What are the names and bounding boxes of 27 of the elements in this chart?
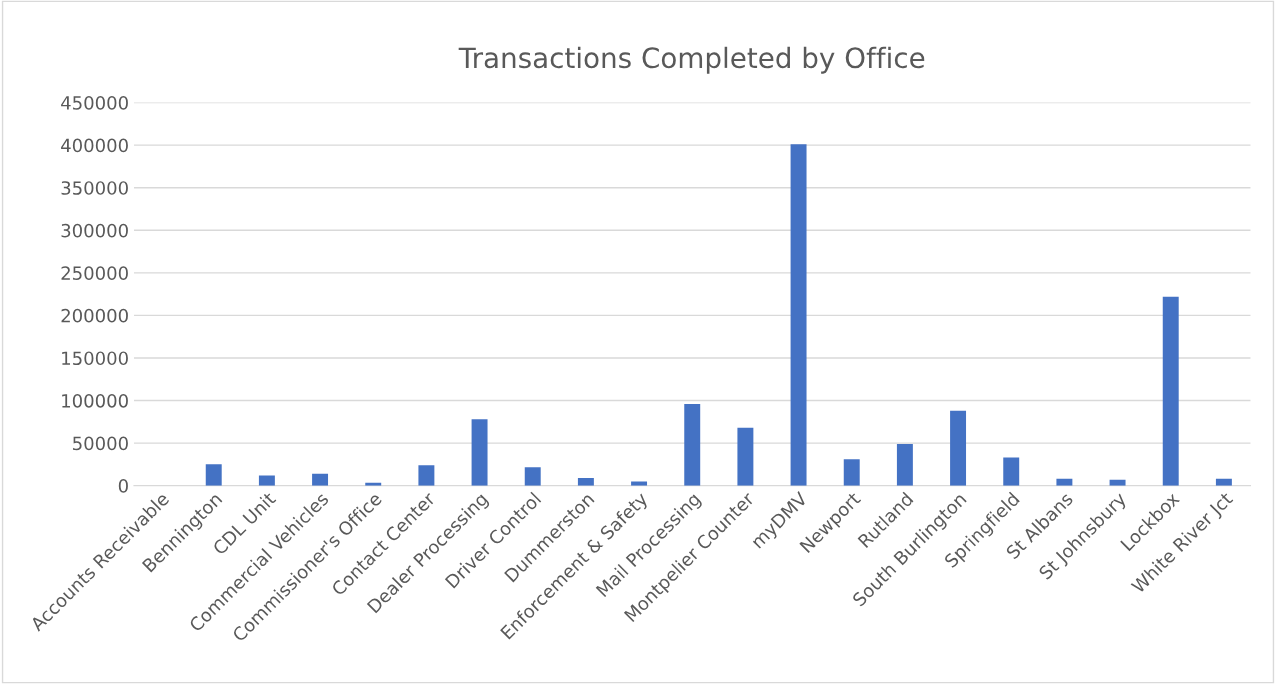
y-tick-label: 50000 — [73, 436, 128, 451]
y-tick-label: 300000 — [61, 223, 128, 238]
bar — [577, 477, 594, 486]
y-tick-label: 350000 — [61, 181, 128, 195]
bar — [896, 443, 913, 486]
y-tick-label: 200000 — [61, 308, 128, 323]
bar — [737, 427, 754, 486]
bar — [950, 410, 967, 486]
y-tick-label: 0 — [118, 479, 128, 493]
y-tick-label: 250000 — [61, 266, 128, 280]
bar — [843, 459, 860, 486]
y-tick-label: 100000 — [62, 393, 128, 408]
bar — [790, 144, 807, 486]
bar — [258, 475, 275, 486]
y-tick-label: 400000 — [61, 138, 128, 153]
bar — [418, 465, 435, 486]
bar — [205, 464, 222, 486]
bar — [524, 467, 541, 486]
bar — [312, 473, 329, 486]
bar — [471, 419, 488, 486]
bar — [1162, 296, 1179, 486]
chart-title: Transactions Completed by Office — [458, 46, 925, 74]
bar — [631, 481, 648, 486]
bar — [1003, 457, 1020, 486]
y-tick-label: 150000 — [62, 351, 128, 366]
bar — [684, 403, 701, 486]
y-tick-label: 450000 — [61, 96, 128, 110]
